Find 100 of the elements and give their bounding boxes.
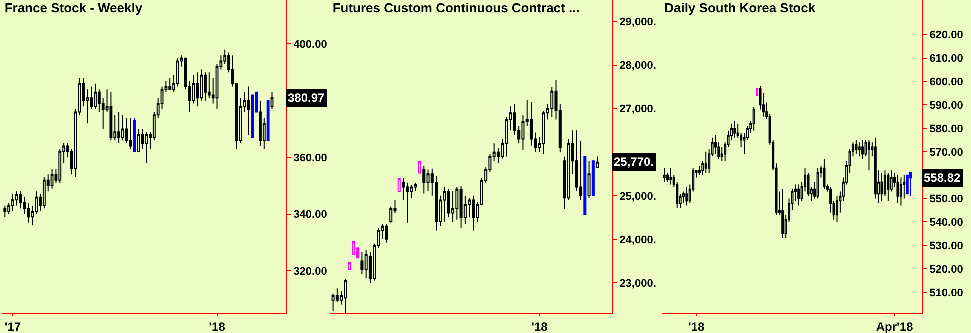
x-tick-label: Apr'18 [876,320,914,333]
candlestick [868,140,871,172]
candlestick [447,188,450,218]
candlestick [584,156,587,216]
candlestick [385,224,388,244]
candlestick [874,137,877,200]
y-tick-label: 610.00 [930,53,964,66]
candlestick [756,88,759,96]
candlestick [204,72,207,102]
y-tick-label: 27,000. [620,104,656,116]
candlestick [720,146,724,162]
y-tick-label: 570.00 [930,146,964,159]
candlestick [398,178,401,192]
candlestick [887,172,890,202]
candlestick [596,156,600,169]
candlestick [196,72,200,108]
x-tick-label: '17 [4,320,22,333]
candlestick [266,100,270,142]
candlestick [858,142,861,158]
candlestick [418,161,422,174]
y-tick-label: 600.00 [930,76,964,89]
candlestick [344,278,348,313]
y-tick-label: 340.00 [294,209,328,222]
candlestick [251,94,254,138]
candlestick [896,174,900,204]
candlestick [906,174,909,195]
text: 380.97 [288,91,326,105]
candlestick [752,106,756,132]
text: 25,770. [614,155,654,169]
candlestick [270,92,274,110]
candlestick [360,252,364,275]
candlestick [714,135,718,155]
candlestick [110,92,113,142]
y-tick-label: 29,000. [620,16,656,29]
y-tick-label: 25,000. [620,190,656,203]
candlestick [145,132,148,164]
candlestick [137,128,140,152]
y-tick-label: 520.00 [930,264,964,276]
y-tick-label: 28,000. [620,60,656,72]
y-tick-label: 24,000. [620,234,656,246]
candlestick [168,78,172,90]
candlestick [472,195,476,232]
candlestick [4,205,7,218]
candlestick [782,188,784,240]
candlestick [884,170,887,197]
text: 558.82 [924,171,962,185]
y-tick-label: 360.00 [294,152,328,164]
x-tick-label: '18 [688,320,705,333]
candlestick [12,194,14,212]
candlestick [816,168,820,200]
candlestick [686,186,688,206]
candlestick [247,86,250,136]
candlestick [129,117,132,150]
y-tick-label: 590.00 [930,100,964,112]
candlestick [704,151,708,174]
candlestick [666,172,670,183]
y-tick-label: 550.00 [930,194,964,206]
candlestick [426,169,430,192]
candlestick [348,262,352,270]
candlestick [443,186,446,223]
candlestick [734,121,736,138]
candlestick [862,140,864,160]
candlestick [122,114,124,142]
y-tick-label: 620.00 [930,30,964,42]
candlestick [663,168,666,183]
candlestick [592,160,595,196]
candlestick [42,176,46,210]
y-tick-label: 400.00 [294,39,328,52]
candlestick [460,186,463,230]
y-tick-label: 23,000. [620,278,656,290]
candlestick [698,165,702,176]
x-tick-label: '18 [532,320,548,333]
candlestick [836,196,839,223]
candlestick [855,140,858,155]
chart-title: Daily South Korea Stock [664,0,816,16]
y-tick-label: 580.00 [930,123,964,136]
candlestick [798,184,800,206]
chart-title: Futures Custom Continuous Contract ... [332,0,580,16]
candlestick [823,158,826,190]
candlestick [118,112,121,144]
chart-title: France Stock - Weekly [4,0,144,16]
x-tick-label: '18 [209,320,226,333]
candlestick [259,100,262,147]
y-tick-label: 540.00 [930,217,964,230]
y-tick-label: 320.00 [294,266,328,278]
candlestick [352,240,356,256]
candlestick [406,182,410,224]
candlestick [94,83,97,110]
y-tick-label: 510.00 [930,287,964,300]
candlestick [682,191,686,204]
candlestick [422,166,426,194]
candlestick [670,168,672,186]
y-tick-label: 530.00 [930,240,964,252]
candlestick [900,177,902,206]
candlestick [807,172,810,197]
candlestick [50,168,54,190]
candlestick [452,191,455,223]
candlestick [880,172,884,202]
candlestick [588,160,591,199]
candlestick [364,250,368,280]
